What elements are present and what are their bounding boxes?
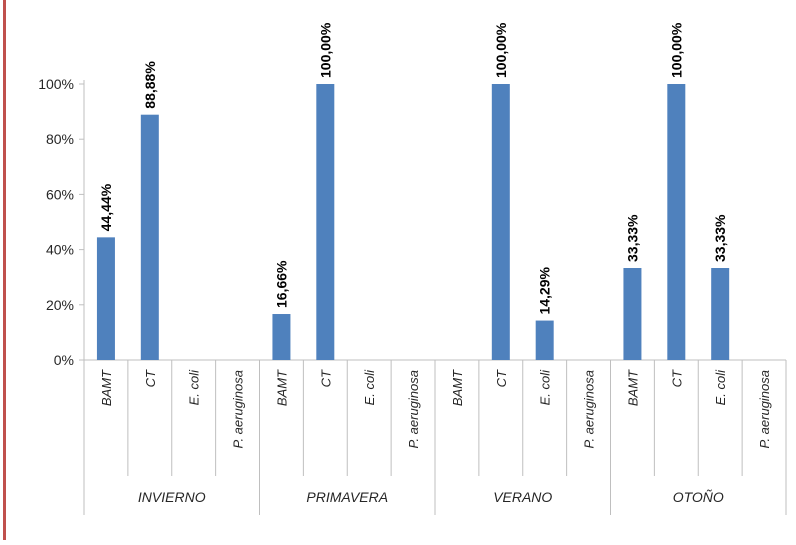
bar	[140, 114, 159, 361]
data-label: 100,00%	[493, 22, 509, 78]
bar	[96, 237, 115, 360]
y-tick-label: 60%	[46, 186, 74, 202]
y-tick-label: 0%	[54, 352, 74, 368]
category-label: BAMT	[625, 369, 640, 406]
category-label: E. coli	[538, 369, 553, 406]
group-label: VERANO	[493, 489, 552, 505]
data-label: 100,00%	[317, 22, 333, 78]
group-label: INVIERNO	[138, 489, 206, 505]
category-label: CT	[669, 369, 684, 387]
category-label: P. aeruginosa	[231, 370, 246, 449]
category-label: P. aeruginosa	[582, 370, 597, 449]
category-label: CT	[318, 369, 333, 387]
bar	[491, 84, 510, 360]
data-label: 16,66%	[273, 260, 289, 308]
data-label: 100,00%	[668, 22, 684, 78]
y-tick-label: 20%	[46, 297, 74, 313]
category-label: P. aeruginosa	[406, 370, 421, 449]
bar	[667, 84, 686, 360]
category-label: BAMT	[99, 369, 114, 406]
category-label: P. aeruginosa	[757, 370, 772, 449]
data-label: 88,88%	[142, 61, 158, 109]
y-tick-label: 40%	[46, 242, 74, 258]
category-label: CT	[494, 369, 509, 387]
data-label: 44,44%	[98, 183, 114, 231]
category-label: CT	[143, 369, 158, 387]
category-label: BAMT	[450, 369, 465, 406]
bar	[272, 314, 291, 360]
group-label: OTOÑO	[673, 489, 724, 505]
bar	[316, 84, 335, 360]
category-label: E. coli	[187, 369, 202, 406]
bar	[711, 268, 730, 360]
y-tick-label: 100%	[38, 76, 74, 92]
category-label: E. coli	[713, 369, 728, 406]
group-label: PRIMAVERA	[306, 489, 388, 505]
data-label: 33,33%	[624, 214, 640, 262]
category-label: E. coli	[362, 369, 377, 406]
bar	[623, 268, 642, 360]
y-tick-label: 80%	[46, 131, 74, 147]
frame-left-rule	[3, 0, 6, 540]
data-label: 14,29%	[537, 267, 553, 315]
data-label: 33,33%	[712, 214, 728, 262]
category-label: BAMT	[274, 369, 289, 406]
bar	[535, 320, 554, 360]
